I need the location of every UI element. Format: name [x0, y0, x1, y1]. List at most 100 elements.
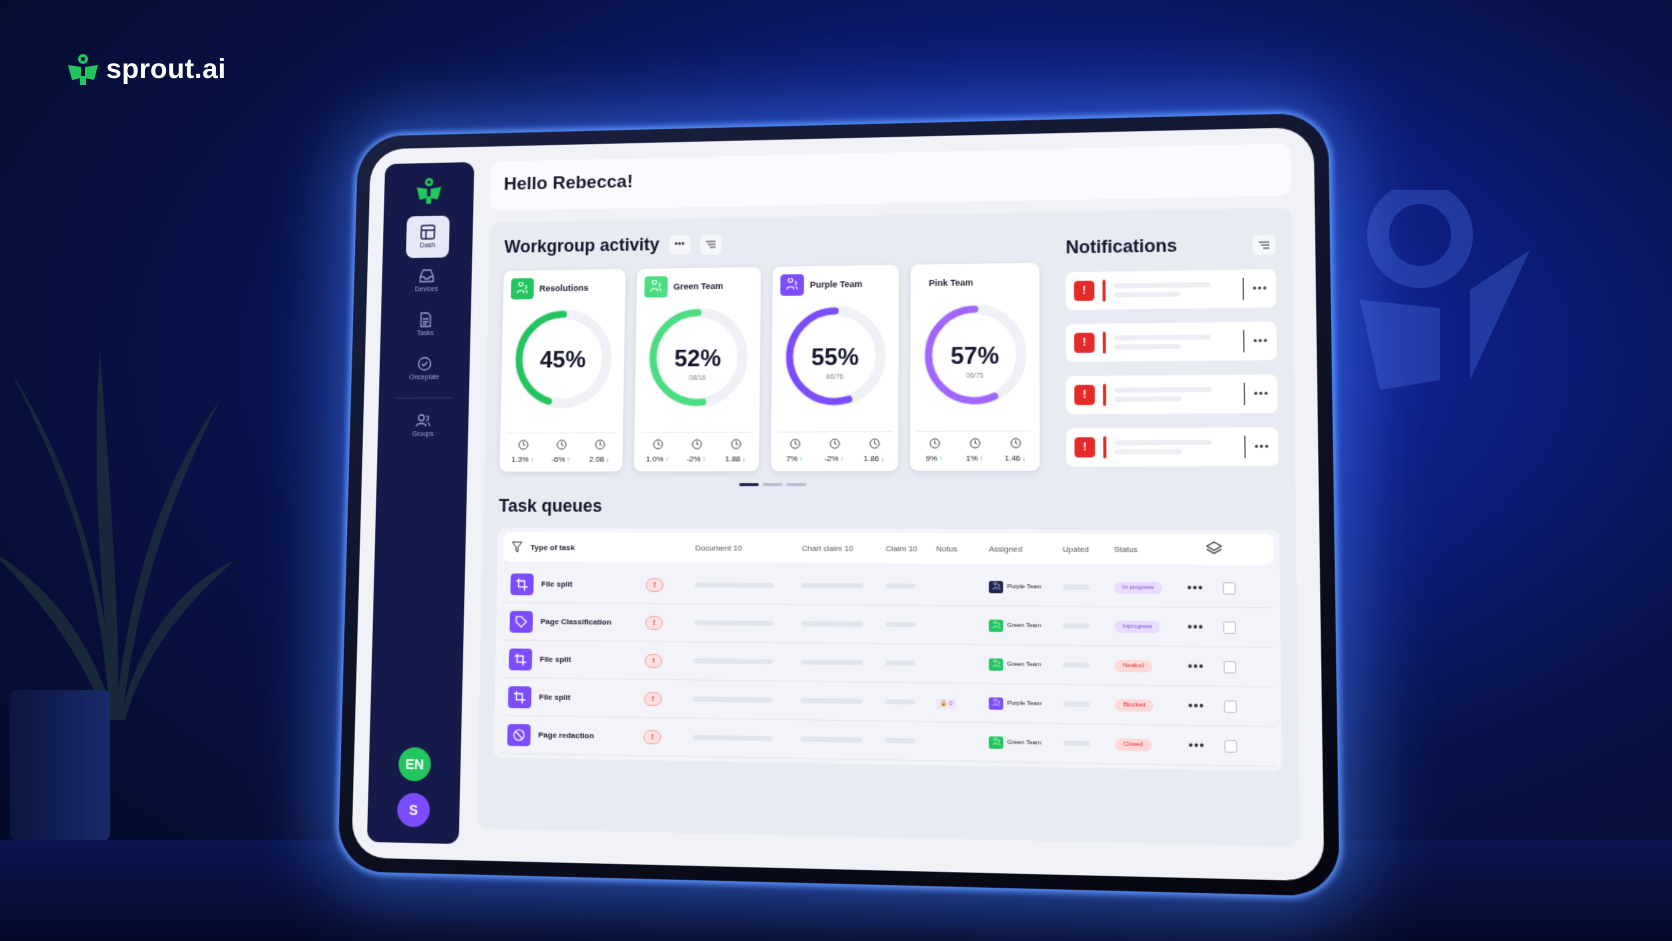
stat-number: 9% — [926, 454, 938, 463]
tag-icon — [510, 610, 533, 632]
stat-value: 1.86 ↓ — [864, 454, 885, 463]
more-options-button[interactable]: ••• — [1254, 388, 1269, 400]
team-icon — [644, 276, 667, 298]
card-percent: 57% — [910, 342, 1039, 371]
warning-icon[interactable]: ! — [645, 615, 663, 629]
carousel-dot[interactable] — [763, 483, 783, 486]
stat-item: 1.0% ↑ — [640, 439, 675, 464]
team-icon — [511, 278, 534, 299]
language-badge[interactable]: EN — [398, 747, 431, 781]
sidebar-item-devices[interactable]: Devices — [405, 259, 449, 302]
document-icon — [418, 312, 433, 327]
column-header[interactable]: Notus — [936, 544, 989, 553]
assigned-team[interactable]: Green Team — [989, 658, 1063, 671]
warning-icon[interactable]: ! — [643, 730, 661, 744]
arrow-down-icon: ↓ — [740, 456, 745, 463]
workgroup-card[interactable]: Pink Team 57% 06/75 9% ↑ 1% ↑ 1.46 ↓ — [910, 263, 1040, 471]
placeholder-bar — [885, 660, 915, 665]
row-checkbox[interactable] — [1224, 740, 1237, 753]
placeholder-bar — [801, 621, 863, 627]
workgroup-card[interactable]: Resolutions 45% 1.3% ↑ -6% ↑ 2.08 ↓ — [500, 269, 626, 472]
more-options-button[interactable]: ••• — [1252, 282, 1267, 294]
warning-icon[interactable]: ! — [646, 578, 664, 592]
column-header[interactable]: Claim 10 — [886, 544, 936, 553]
user-avatar[interactable]: S — [397, 793, 430, 828]
warning-icon[interactable]: ! — [644, 691, 662, 705]
column-header[interactable]: Status — [1114, 544, 1187, 553]
notification-item[interactable]: ! ••• — [1066, 374, 1278, 414]
notification-item[interactable]: ! ••• — [1066, 322, 1277, 362]
task-type: File split — [539, 693, 571, 702]
ghost-logo-decoration — [1360, 190, 1540, 430]
stat-number: 1.0% — [646, 455, 664, 464]
team-icon — [989, 697, 1003, 710]
assigned-team[interactable]: Green Team — [989, 736, 1063, 750]
task-type: Page Classification — [540, 617, 611, 627]
filter-button[interactable] — [700, 234, 722, 254]
assigned-team[interactable]: Purple Team — [989, 697, 1063, 710]
team-icon — [989, 658, 1003, 670]
stat-number: 1.3% — [511, 455, 529, 464]
placeholder-bar — [1063, 741, 1090, 747]
column-header[interactable]: Upated — [1062, 544, 1114, 553]
clock-icon — [594, 439, 605, 452]
layout-icon — [420, 224, 435, 239]
notifications-filter-button[interactable] — [1253, 234, 1276, 254]
sidebar-item-onceplate[interactable]: Onceplate — [402, 347, 446, 390]
refresh-icon — [969, 438, 980, 451]
column-header[interactable]: Assigned — [989, 544, 1063, 553]
placeholder-bar — [801, 583, 863, 588]
row-checkbox[interactable] — [1224, 700, 1237, 713]
row-menu-button[interactable]: ••• — [1188, 738, 1224, 753]
status-badge: Inprogress — [1114, 620, 1160, 633]
column-header[interactable]: Chart claim 10 — [802, 543, 886, 552]
row-checkbox[interactable] — [1223, 582, 1236, 594]
sidebar-item-label: Groups — [412, 431, 434, 438]
status-badge: Closed — [1115, 738, 1151, 751]
carousel-dot[interactable] — [739, 483, 759, 486]
team-icon — [989, 580, 1003, 592]
arrow-up-icon: ↑ — [565, 457, 570, 464]
row-checkbox[interactable] — [1224, 660, 1237, 673]
clock-icon — [1010, 438, 1021, 451]
carousel-dots[interactable] — [739, 483, 1052, 486]
more-options-button[interactable]: ••• — [669, 235, 690, 255]
lock-count: 0 — [949, 701, 952, 707]
column-header[interactable]: Document 10 — [695, 543, 802, 552]
notification-item[interactable]: ! ••• — [1066, 269, 1277, 310]
assigned-label: Purple Team — [1007, 584, 1041, 590]
task-queues: Task queues Type of task Document 10 Cha… — [493, 496, 1282, 771]
row-checkbox[interactable] — [1223, 621, 1236, 634]
team-icon — [919, 272, 923, 294]
sidebar-item-dash[interactable]: Dash — [406, 216, 450, 259]
placeholder-bar — [885, 738, 915, 744]
notification-item[interactable]: ! ••• — [1066, 427, 1278, 466]
alert-bar — [1103, 332, 1106, 354]
assigned-team[interactable]: Purple Team — [989, 580, 1063, 593]
notifications-title: Notifications — [1066, 236, 1178, 259]
filter-funnel-icon[interactable] — [511, 541, 523, 553]
tablet-device: Dash Devices Tasks Onceplate Groups EN S — [338, 113, 1340, 897]
workgroup-card[interactable]: Green Team 52% 08/16 1.0% ↑ -2% ↑ 1.88 ↓ — [634, 267, 761, 471]
stat-value: 7% ↑ — [786, 454, 803, 463]
arrow-up-icon: ↑ — [839, 456, 844, 463]
warning-icon[interactable]: ! — [645, 653, 663, 667]
sidebar-item-tasks[interactable]: Tasks — [404, 303, 448, 346]
column-header[interactable]: Type of task — [530, 543, 574, 552]
more-options-button[interactable]: ••• — [1253, 335, 1268, 347]
more-options-button[interactable]: ••• — [1254, 441, 1269, 453]
assigned-label: Green Team — [1007, 739, 1041, 746]
layers-icon[interactable] — [1206, 539, 1223, 555]
row-menu-button[interactable]: ••• — [1188, 698, 1224, 713]
row-menu-button[interactable]: ••• — [1187, 581, 1223, 596]
stat-value: 1.0% ↑ — [646, 455, 669, 464]
workgroup-card[interactable]: Purple Team 55% 86/76 7% ↑ -2% ↑ 1.86 ↓ — [771, 265, 899, 471]
placeholder-bar — [1063, 584, 1090, 589]
stat-number: 1.46 — [1005, 454, 1021, 463]
sidebar-item-groups[interactable]: Groups — [401, 404, 445, 447]
assigned-team[interactable]: Green Team — [989, 619, 1063, 632]
row-menu-button[interactable]: ••• — [1187, 620, 1223, 635]
carousel-dot[interactable] — [786, 483, 806, 486]
row-menu-button[interactable]: ••• — [1188, 659, 1224, 674]
table-row[interactable]: File split! Purple Team In progress ••• — [502, 566, 1273, 609]
